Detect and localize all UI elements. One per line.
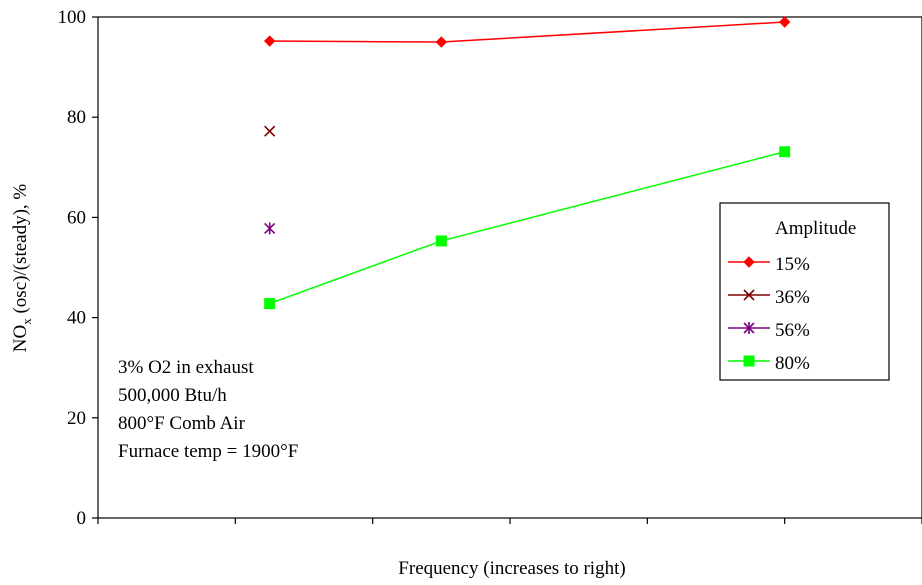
annotation-block: 3% O2 in exhaust 500,000 Btu/h 800°F Com… <box>118 357 298 462</box>
series-line <box>269 21 785 43</box>
legend-item: 15% <box>728 254 810 275</box>
y-axis-title: NOx (osc)/(steady), % <box>10 184 34 353</box>
marker-stroke <box>743 289 755 301</box>
data-point <box>263 35 276 47</box>
data-point <box>435 36 448 48</box>
y-axis-title-rest: (osc)/(steady), % <box>10 184 31 319</box>
y-tick-label: 60 <box>67 207 86 228</box>
y-tick-label: 100 <box>58 7 87 28</box>
y-tick-label: 40 <box>67 308 86 329</box>
marker-stroke <box>264 125 276 137</box>
series-line <box>269 151 785 305</box>
data-point <box>779 146 791 158</box>
data-point <box>264 125 276 137</box>
annotation-line: 500,000 Btu/h <box>118 385 227 406</box>
data-point <box>435 235 447 247</box>
y-tick-label: 0 <box>77 508 87 529</box>
series-15pct <box>263 16 791 48</box>
legend-marker <box>743 355 755 367</box>
plot-area: 0 20 40 60 80 100 <box>58 7 922 529</box>
y-axis-title-main: NO <box>10 325 31 352</box>
annotation-line: 800°F Comb Air <box>118 413 246 434</box>
legend-label: 56% <box>775 320 810 341</box>
y-tick-label: 80 <box>67 107 86 128</box>
legend-box <box>719 202 890 381</box>
legend-marker <box>743 322 755 334</box>
annotation-line: 3% O2 in exhaust <box>118 357 254 378</box>
legend: Amplitude 15% 36% 56% 80% <box>719 202 890 381</box>
legend-item: 36% <box>728 287 810 308</box>
legend-item: 56% <box>728 320 810 341</box>
series-36pct <box>264 125 276 137</box>
y-tick-label: 20 <box>67 408 86 429</box>
legend-label: 15% <box>775 254 810 275</box>
series-80pct <box>264 146 791 310</box>
data-point <box>264 298 276 310</box>
data-point <box>778 16 791 28</box>
legend-title: Amplitude <box>775 218 856 239</box>
legend-label: 80% <box>775 353 810 374</box>
legend-marker <box>743 256 755 268</box>
annotation-line: Furnace temp = 1900°F <box>118 441 298 462</box>
legend-label: 36% <box>775 287 810 308</box>
x-axis-title: Frequency (increases to right) <box>398 558 625 579</box>
legend-marker <box>743 289 755 301</box>
data-point <box>264 222 276 235</box>
series-56pct <box>264 222 276 235</box>
legend-item: 80% <box>728 353 810 374</box>
y-axis-title-subscript: x <box>19 318 34 325</box>
